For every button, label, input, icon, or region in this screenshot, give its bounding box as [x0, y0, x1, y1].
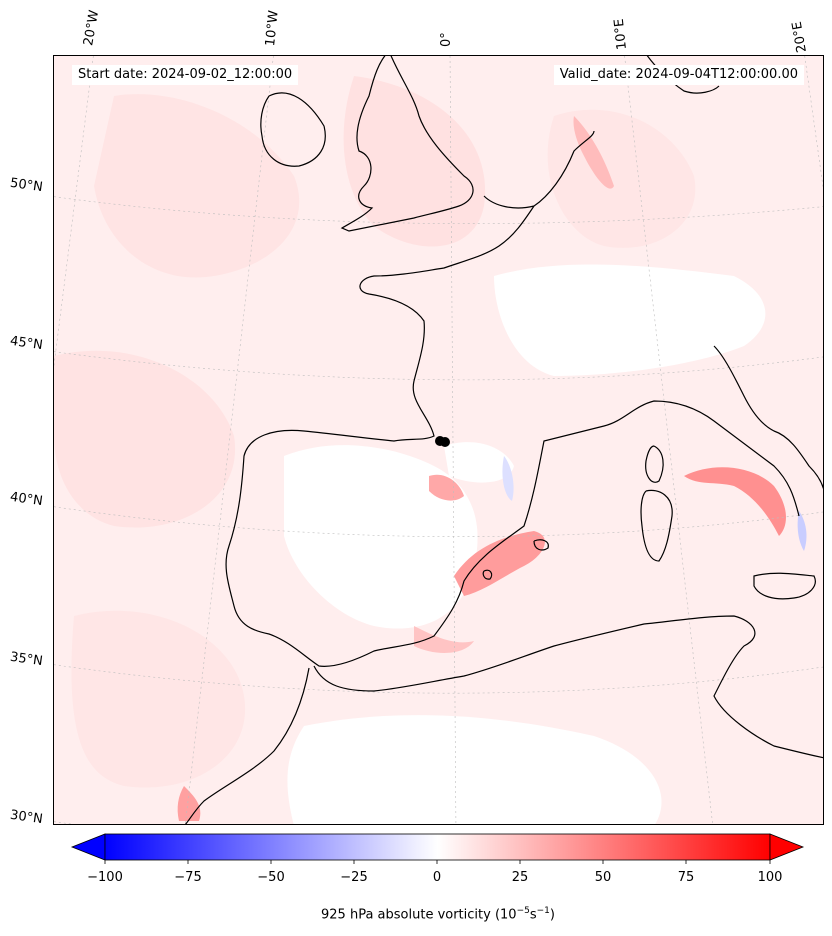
- vorticity-map: [54, 56, 823, 824]
- colorbar-extend-min: [70, 833, 106, 861]
- lat-label-50n: 50°N: [9, 175, 44, 196]
- start-date-label: Start date: 2024-09-02_12:00:00: [72, 65, 299, 85]
- colorbar-extend-max: [769, 833, 805, 861]
- graticule: [54, 56, 823, 824]
- lat-label-40n: 40°N: [9, 489, 44, 510]
- cb-tick-label: 75: [677, 870, 695, 885]
- map-panel: [53, 55, 824, 825]
- lat-label-30n: 30°N: [9, 807, 44, 828]
- lon-label-0: 0°: [439, 32, 454, 47]
- colorbar-bar: [104, 833, 771, 861]
- colorbar: [70, 833, 805, 864]
- lon-label-10w: 10°W: [263, 9, 282, 48]
- cb-tick-label: 50: [594, 870, 612, 885]
- cb-tick-label: −75: [174, 870, 202, 885]
- coastlines: [184, 56, 823, 824]
- lat-label-45n: 45°N: [9, 333, 44, 354]
- valid-date-label: Valid_date: 2024-09-04T12:00:00.00: [553, 65, 804, 85]
- cb-tick-label: −25: [340, 870, 368, 885]
- cb-tick-label: −50: [257, 870, 285, 885]
- cb-tick-label: 0: [432, 870, 442, 885]
- lon-label-10e: 10°E: [611, 17, 630, 51]
- cb-tick-label: 100: [757, 870, 783, 885]
- lon-label-20e: 20°E: [789, 20, 810, 54]
- lat-label-35n: 35°N: [9, 649, 44, 670]
- cb-tick-label: 25: [511, 870, 529, 885]
- vorticity-field: [54, 56, 823, 824]
- location-marker: [435, 436, 450, 447]
- cb-tick-label: −100: [87, 870, 123, 885]
- colorbar-tick-marks: [104, 860, 771, 864]
- lon-label-20w: 20°W: [81, 9, 103, 48]
- colorbar-label: 925 hPa absolute vorticity (10−5s−1): [321, 906, 555, 923]
